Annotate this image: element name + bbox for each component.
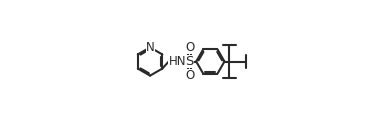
Text: N: N — [146, 41, 154, 54]
Text: S: S — [186, 55, 194, 68]
Text: O: O — [185, 69, 194, 82]
Text: O: O — [185, 41, 194, 54]
Text: HN: HN — [168, 55, 186, 68]
